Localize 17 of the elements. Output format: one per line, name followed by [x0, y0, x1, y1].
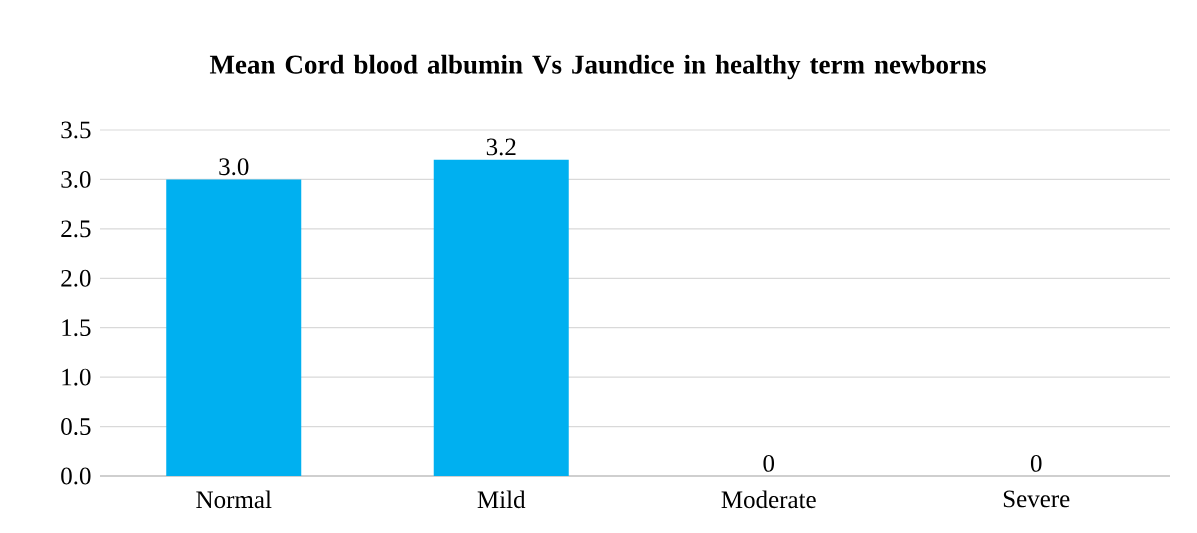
data-label: 0: [1030, 454, 1042, 472]
x-tick-label: Severe: [1003, 490, 1070, 508]
y-tick-label: 3.5: [61, 121, 91, 139]
y-tick-label: 2.5: [61, 220, 91, 238]
y-tick-label: 1.5: [62, 319, 91, 337]
y-tick-label: 2.0: [61, 269, 91, 287]
data-label: 3.0: [219, 158, 249, 176]
y-tick-label: 3.0: [61, 170, 91, 188]
y-tick-label: 0.0: [61, 467, 91, 485]
x-tick-label: Mild: [477, 490, 526, 509]
chart-title: Mean Cord blood albumin Vs Jaundice in healthy term newborns: [209, 54, 986, 80]
data-label: 0: [763, 454, 775, 472]
x-tick-label: Moderate: [721, 490, 816, 509]
data-label: 3.2: [486, 138, 516, 156]
x-tick-label: Normal: [196, 490, 272, 509]
y-tick-label: 1.0: [62, 368, 91, 386]
y-tick-label: 0.5: [61, 418, 91, 436]
